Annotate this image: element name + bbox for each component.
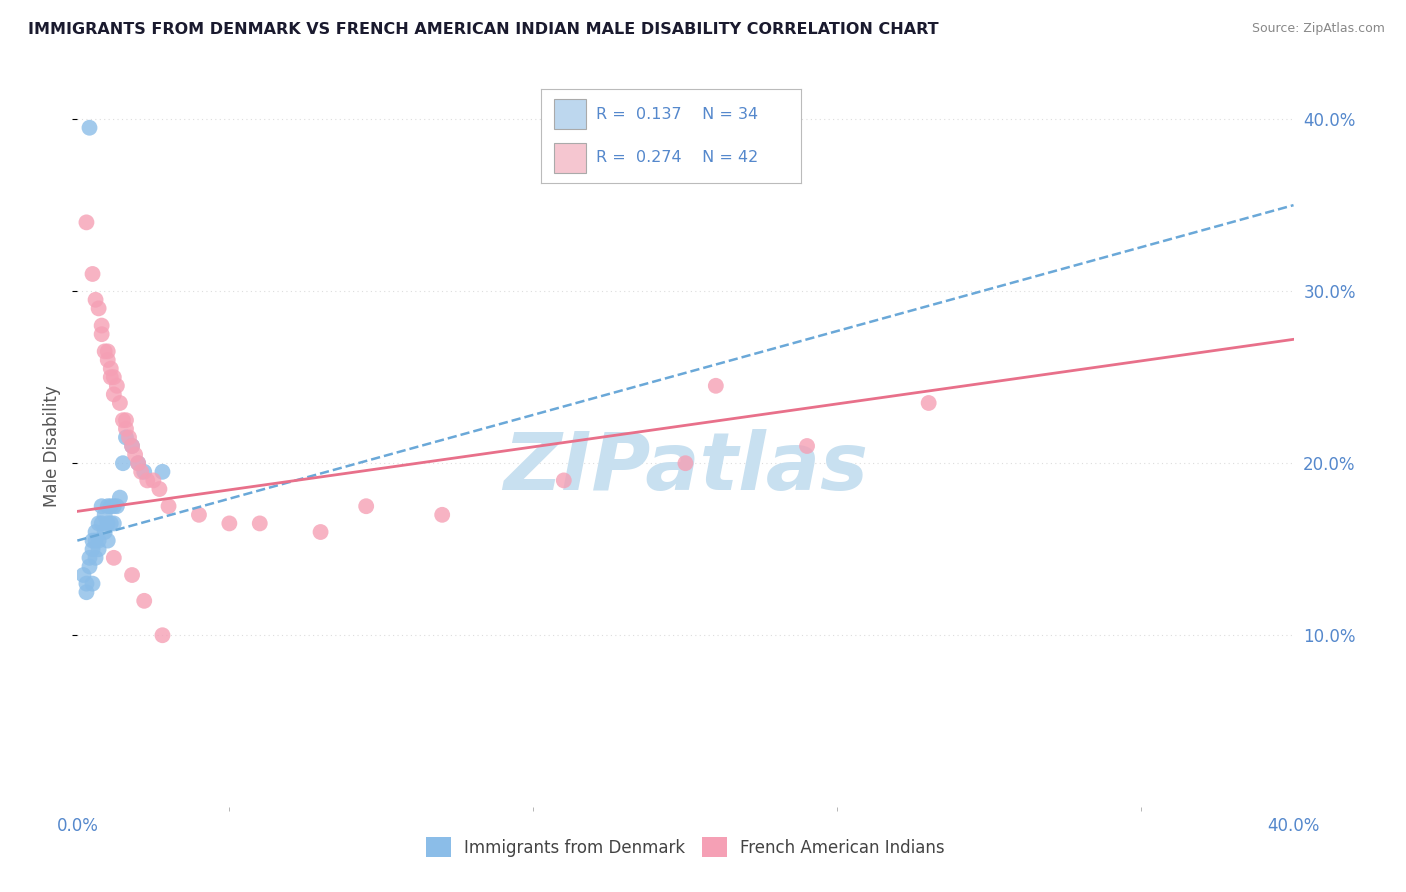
Point [82, 267, 104, 281]
Text: IMMIGRANTS FROM DENMARK VS FRENCH AMERICAN INDIAN MALE DISABILITY CORRELATION CH: IMMIGRANTS FROM DENMARK VS FRENCH AMERIC… [28, 22, 939, 37]
Point [100, 516, 122, 531]
Point [103, 550, 125, 565]
Point [124, 448, 146, 462]
Point [108, 491, 131, 505]
Point [796, 439, 818, 453]
Point [142, 474, 165, 488]
Point [87, 301, 110, 316]
Point [152, 628, 174, 642]
Point [84, 533, 107, 548]
Point [309, 524, 332, 539]
Point [90, 318, 112, 333]
Point [97, 500, 120, 514]
Point [82, 542, 104, 557]
Point [84, 524, 107, 539]
Point [90, 500, 112, 514]
Point [79, 559, 101, 574]
Point [118, 430, 141, 444]
Point [121, 439, 143, 453]
Legend: Immigrants from Denmark, French American Indians: Immigrants from Denmark, French American… [419, 830, 952, 864]
Point [918, 396, 941, 410]
Bar [554, 98, 585, 129]
Point [72, 568, 94, 582]
Point [97, 516, 120, 531]
Point [108, 396, 131, 410]
Point [93, 508, 115, 522]
Point [79, 120, 101, 135]
Point [87, 533, 110, 548]
Point [134, 465, 156, 479]
Point [115, 430, 138, 444]
Y-axis label: Male Disability: Male Disability [44, 385, 62, 507]
Point [100, 361, 122, 376]
Point [157, 500, 180, 514]
Point [218, 516, 240, 531]
Point [115, 413, 138, 427]
Point [553, 474, 575, 488]
Point [93, 344, 115, 359]
Point [704, 379, 727, 393]
Point [354, 500, 377, 514]
Text: R =  0.137    N = 34: R = 0.137 N = 34 [596, 107, 758, 122]
Point [84, 293, 107, 307]
Point [79, 550, 101, 565]
Point [152, 465, 174, 479]
Point [121, 568, 143, 582]
Point [111, 413, 134, 427]
Text: ZIPatlas: ZIPatlas [503, 429, 868, 507]
Point [84, 550, 107, 565]
Point [100, 500, 122, 514]
Text: Source: ZipAtlas.com: Source: ZipAtlas.com [1251, 22, 1385, 36]
Point [103, 516, 125, 531]
Point [87, 542, 110, 557]
Point [129, 465, 152, 479]
Point [90, 327, 112, 342]
Point [103, 370, 125, 384]
Point [127, 456, 149, 470]
Point [134, 594, 156, 608]
Point [82, 533, 104, 548]
Point [105, 379, 128, 393]
Point [97, 344, 120, 359]
Point [121, 439, 143, 453]
Point [103, 500, 125, 514]
Point [115, 422, 138, 436]
Point [249, 516, 271, 531]
Point [75, 585, 97, 599]
Point [87, 516, 110, 531]
Point [127, 456, 149, 470]
Text: R =  0.274    N = 42: R = 0.274 N = 42 [596, 150, 758, 165]
Point [90, 516, 112, 531]
Point [97, 353, 120, 368]
Point [93, 524, 115, 539]
Point [100, 370, 122, 384]
Point [103, 387, 125, 401]
Point [82, 576, 104, 591]
Point [105, 500, 128, 514]
Point [111, 456, 134, 470]
Point [675, 456, 697, 470]
Point [136, 474, 159, 488]
Point [75, 215, 97, 229]
Point [430, 508, 453, 522]
Point [188, 508, 211, 522]
Point [75, 576, 97, 591]
Point [97, 533, 120, 548]
Point [148, 482, 170, 496]
Bar [554, 143, 585, 173]
